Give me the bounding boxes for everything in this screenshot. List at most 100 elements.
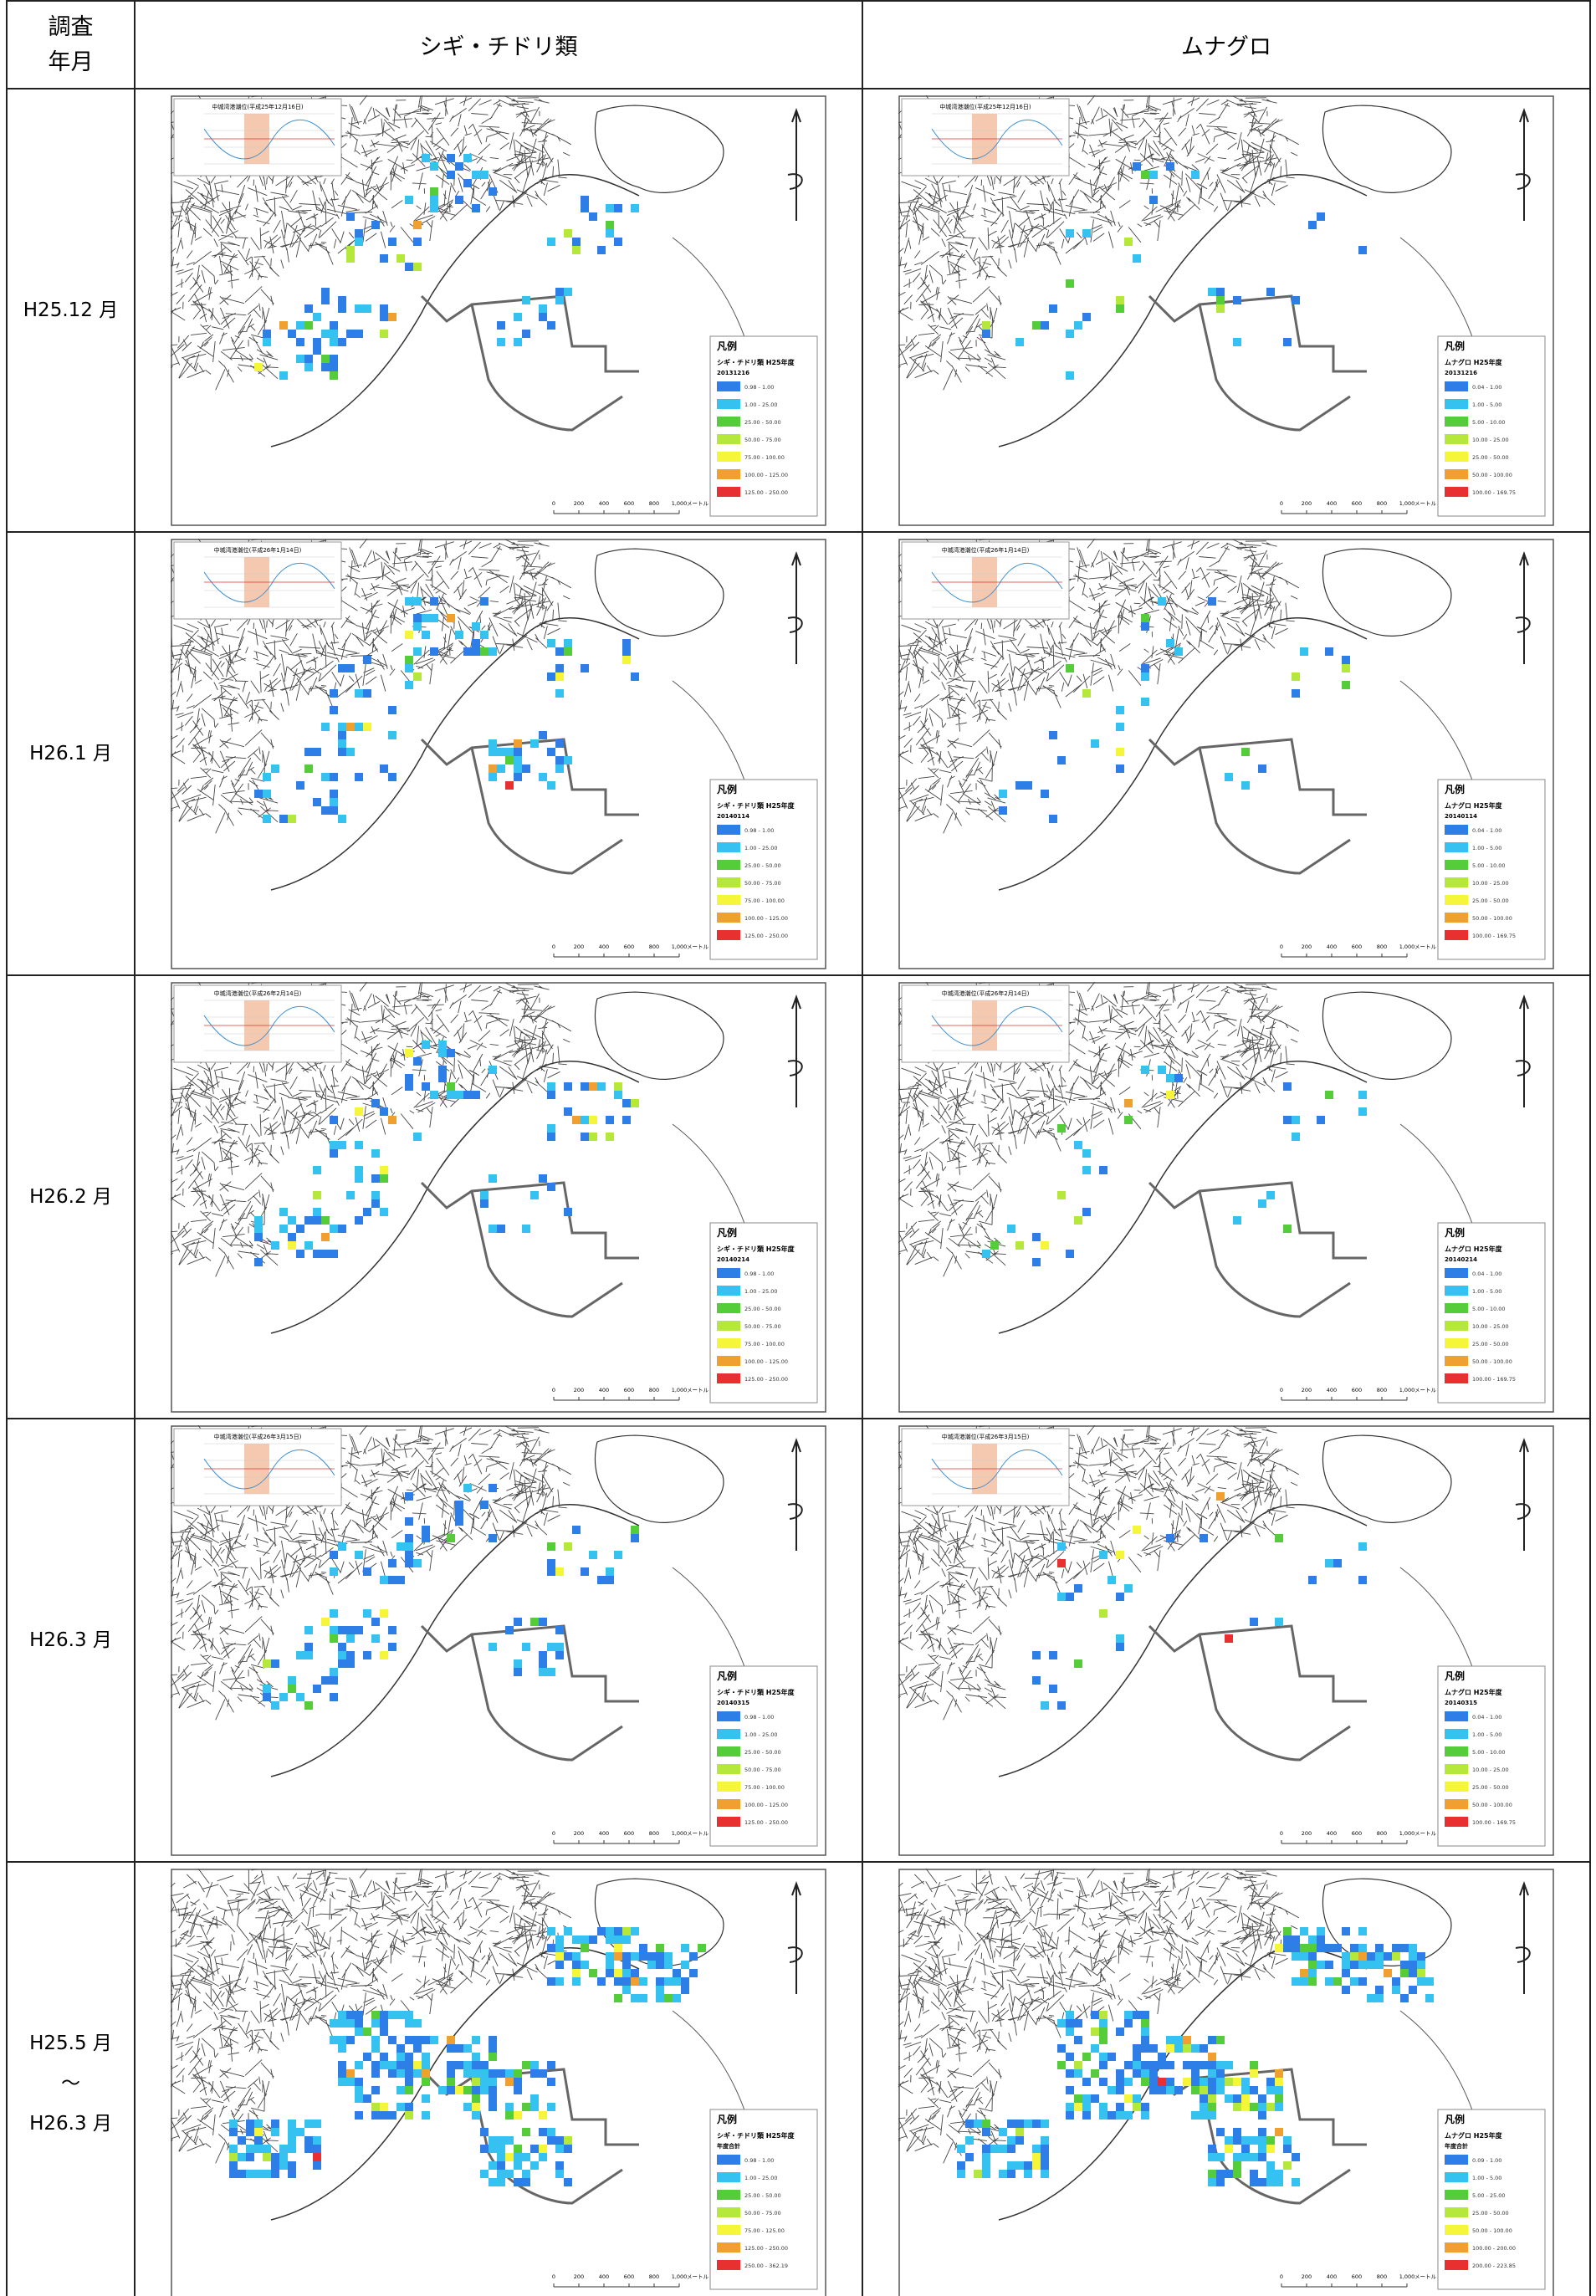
- density-cell: [606, 1935, 614, 1944]
- density-cell: [514, 337, 522, 346]
- density-cell: [1233, 2127, 1241, 2136]
- density-cell: [330, 1625, 338, 1634]
- density-cell: [296, 1224, 304, 1233]
- density-cell: [472, 2068, 480, 2078]
- density-cell: [1015, 780, 1024, 790]
- legend-swatch: [717, 2224, 740, 2235]
- density-cell: [656, 1976, 664, 1986]
- legend-range: 0.98 - 1.00: [744, 2157, 774, 2164]
- density-cell: [1225, 2060, 1233, 2069]
- density-cell: [514, 2077, 522, 2086]
- legend-date: 20140114: [717, 813, 749, 820]
- density-cell: [1225, 2144, 1233, 2153]
- density-cell: [413, 2060, 422, 2069]
- density-cell: [1032, 1675, 1041, 1685]
- density-cell: [589, 212, 597, 221]
- density-cell: [1333, 1558, 1342, 1567]
- density-cell: [330, 1667, 338, 1676]
- density-cell: [321, 362, 330, 371]
- density-cell: [355, 2094, 363, 2103]
- density-cell: [530, 1190, 539, 1199]
- legend-swatch: [717, 1763, 740, 1774]
- density-cell: [581, 195, 589, 204]
- north-arrow: [1515, 994, 1531, 1107]
- density-cell: [1233, 2160, 1241, 2170]
- scale-bar: 0 200 400 600 800 1,000 メートル: [1280, 1387, 1437, 1400]
- density-cell: [581, 1132, 589, 1141]
- density-cell: [304, 1625, 313, 1634]
- density-cell: [480, 2144, 489, 2153]
- density-cell: [1292, 1951, 1300, 1961]
- density-cell: [388, 1558, 396, 1567]
- scale-label: 800: [1377, 1830, 1387, 1837]
- scale-bar: 0 200 400 600 800 1,000 メートル: [552, 2273, 709, 2287]
- density-cell: [555, 2160, 564, 2170]
- legend-range: 0.04 - 1.00: [1472, 827, 1501, 834]
- density-cell: [338, 1224, 346, 1233]
- density-cell: [1325, 1090, 1333, 1099]
- legend-species: ムナグロ H25年度: [1445, 2131, 1503, 2140]
- density-cell: [530, 2060, 539, 2069]
- density-cell: [489, 2094, 497, 2103]
- density-cell: [1375, 1960, 1384, 1969]
- density-cell: [555, 1976, 564, 1986]
- density-cell: [1166, 2077, 1174, 2086]
- density-cell: [555, 295, 564, 304]
- density-cell: [1208, 2169, 1216, 2178]
- density-cell: [346, 212, 355, 221]
- inset-curve: [931, 1005, 1063, 1046]
- density-cell: [330, 329, 338, 338]
- density-cell: [480, 2077, 489, 2086]
- density-cell: [388, 772, 396, 781]
- density-cell: [263, 814, 271, 823]
- density-cell: [405, 2018, 413, 2028]
- density-cell: [1292, 1943, 1300, 1952]
- density-cell: [1107, 1575, 1116, 1584]
- density-cell: [497, 2160, 505, 2170]
- density-cell: [564, 2135, 572, 2145]
- density-cell: [522, 2169, 530, 2178]
- density-cell: [555, 2169, 564, 2178]
- density-cell: [288, 2135, 296, 2145]
- density-cell: [681, 1976, 689, 1986]
- density-cell: [1057, 2018, 1066, 2028]
- legend-swatch: [717, 2207, 740, 2217]
- density-cell: [413, 613, 422, 622]
- density-cell: [1208, 596, 1216, 606]
- density-cell: [330, 688, 338, 698]
- density-cell: [1191, 2060, 1200, 2069]
- legend-swatch: [1445, 1798, 1468, 1809]
- scale-label: 600: [1352, 1830, 1362, 1837]
- density-cell: [1308, 1951, 1317, 1961]
- density-cell: [338, 2060, 346, 2069]
- density-cell: [229, 2127, 238, 2136]
- density-cell: [1074, 2102, 1082, 2111]
- legend-swatch: [1445, 1728, 1468, 1739]
- density-cell: [489, 2160, 497, 2170]
- density-cell: [1174, 2085, 1183, 2094]
- density-cell: [1400, 1960, 1409, 1969]
- density-cell: [681, 1985, 689, 1994]
- density-cell: [438, 1065, 447, 1074]
- table-row: H25.12 月 中城湾港潮位(平成25年12月16日) 凡例 シギ・チドリ類 H25…: [6, 88, 1591, 533]
- scale-bar: 0 200 400 600 800 1,000 メートル: [552, 943, 709, 957]
- density-cell: [1116, 295, 1124, 304]
- density-cell: [338, 814, 346, 823]
- density-cell: [564, 287, 572, 296]
- density-cell: [1149, 2085, 1158, 2094]
- density-cell: [1375, 1951, 1384, 1961]
- density-cell: [388, 705, 396, 714]
- density-cell: [999, 2127, 1007, 2136]
- density-cell: [472, 2077, 480, 2086]
- density-cell: [1292, 2152, 1300, 2161]
- legend-range: 0.98 - 1.00: [744, 1271, 774, 1277]
- map-cell: 中城湾港潮位(平成26年3月15日) 凡例 ムナグロ H25年度 20140315 0.…: [862, 1418, 1591, 1863]
- density-cell: [673, 1968, 681, 1977]
- density-cell: [1342, 655, 1350, 664]
- density-cell: [1041, 1240, 1049, 1250]
- legend-swatch: [1445, 468, 1468, 479]
- density-cell: [505, 2169, 514, 2178]
- inset-grid: [932, 1443, 1062, 1494]
